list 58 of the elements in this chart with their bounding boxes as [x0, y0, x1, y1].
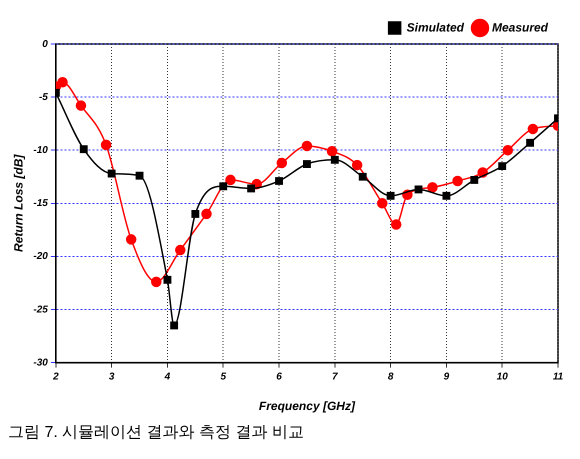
point [57, 76, 68, 88]
x-tick-label: 4 [164, 371, 171, 382]
x-tick-label: 5 [220, 371, 226, 382]
point [151, 276, 162, 288]
point [358, 172, 367, 181]
point [170, 322, 178, 330]
y-tick-label: -15 [33, 198, 48, 210]
point [330, 156, 339, 164]
x-tick-label: 9 [444, 371, 450, 382]
point [136, 172, 144, 180]
y-tick-label: -20 [33, 251, 48, 262]
x-axis-title: Frequency [GHz] [258, 399, 356, 414]
x-tick-label: 8 [388, 371, 394, 382]
y-tick-label: -30 [33, 357, 48, 368]
point [275, 177, 283, 185]
point [164, 276, 172, 284]
point [442, 192, 450, 200]
x-tick-label: 3 [108, 371, 115, 382]
x-tick-label: 2 [52, 371, 60, 382]
caption: 그림 7. 시뮬레이션 결과와 측정 결과 비교 [8, 423, 306, 443]
point [386, 192, 395, 200]
point [247, 184, 256, 192]
point [498, 162, 506, 170]
point [126, 234, 136, 245]
point [326, 146, 338, 157]
point [225, 174, 236, 186]
point [470, 176, 478, 184]
x-tick-label: 11 [552, 371, 564, 382]
point [80, 145, 88, 154]
point [100, 140, 112, 150]
point [108, 170, 116, 178]
x-tick-label: 10 [496, 371, 508, 382]
point [427, 182, 438, 193]
point [201, 208, 212, 220]
point [528, 124, 538, 134]
y-tick-label: -25 [33, 304, 48, 316]
point [219, 182, 228, 190]
legend-label: Simulated [406, 20, 465, 34]
point [377, 198, 388, 209]
x-tick-label: 6 [276, 371, 282, 382]
point [352, 160, 362, 170]
point [191, 210, 200, 218]
point [452, 176, 463, 186]
y-tick-label: -5 [38, 92, 48, 103]
legend-label: Measured [492, 20, 549, 34]
y-axis-title: Return Loss [dB] [12, 154, 26, 252]
point [276, 158, 288, 168]
point [76, 100, 86, 111]
point [302, 160, 311, 168]
x-tick-label: 7 [332, 371, 338, 382]
point [526, 138, 534, 147]
y-tick-label: 0 [42, 38, 48, 50]
point [414, 186, 422, 194]
y-tick-label: -10 [33, 144, 48, 156]
point [302, 140, 312, 152]
point [502, 144, 514, 156]
point [390, 219, 402, 230]
point [175, 244, 186, 256]
